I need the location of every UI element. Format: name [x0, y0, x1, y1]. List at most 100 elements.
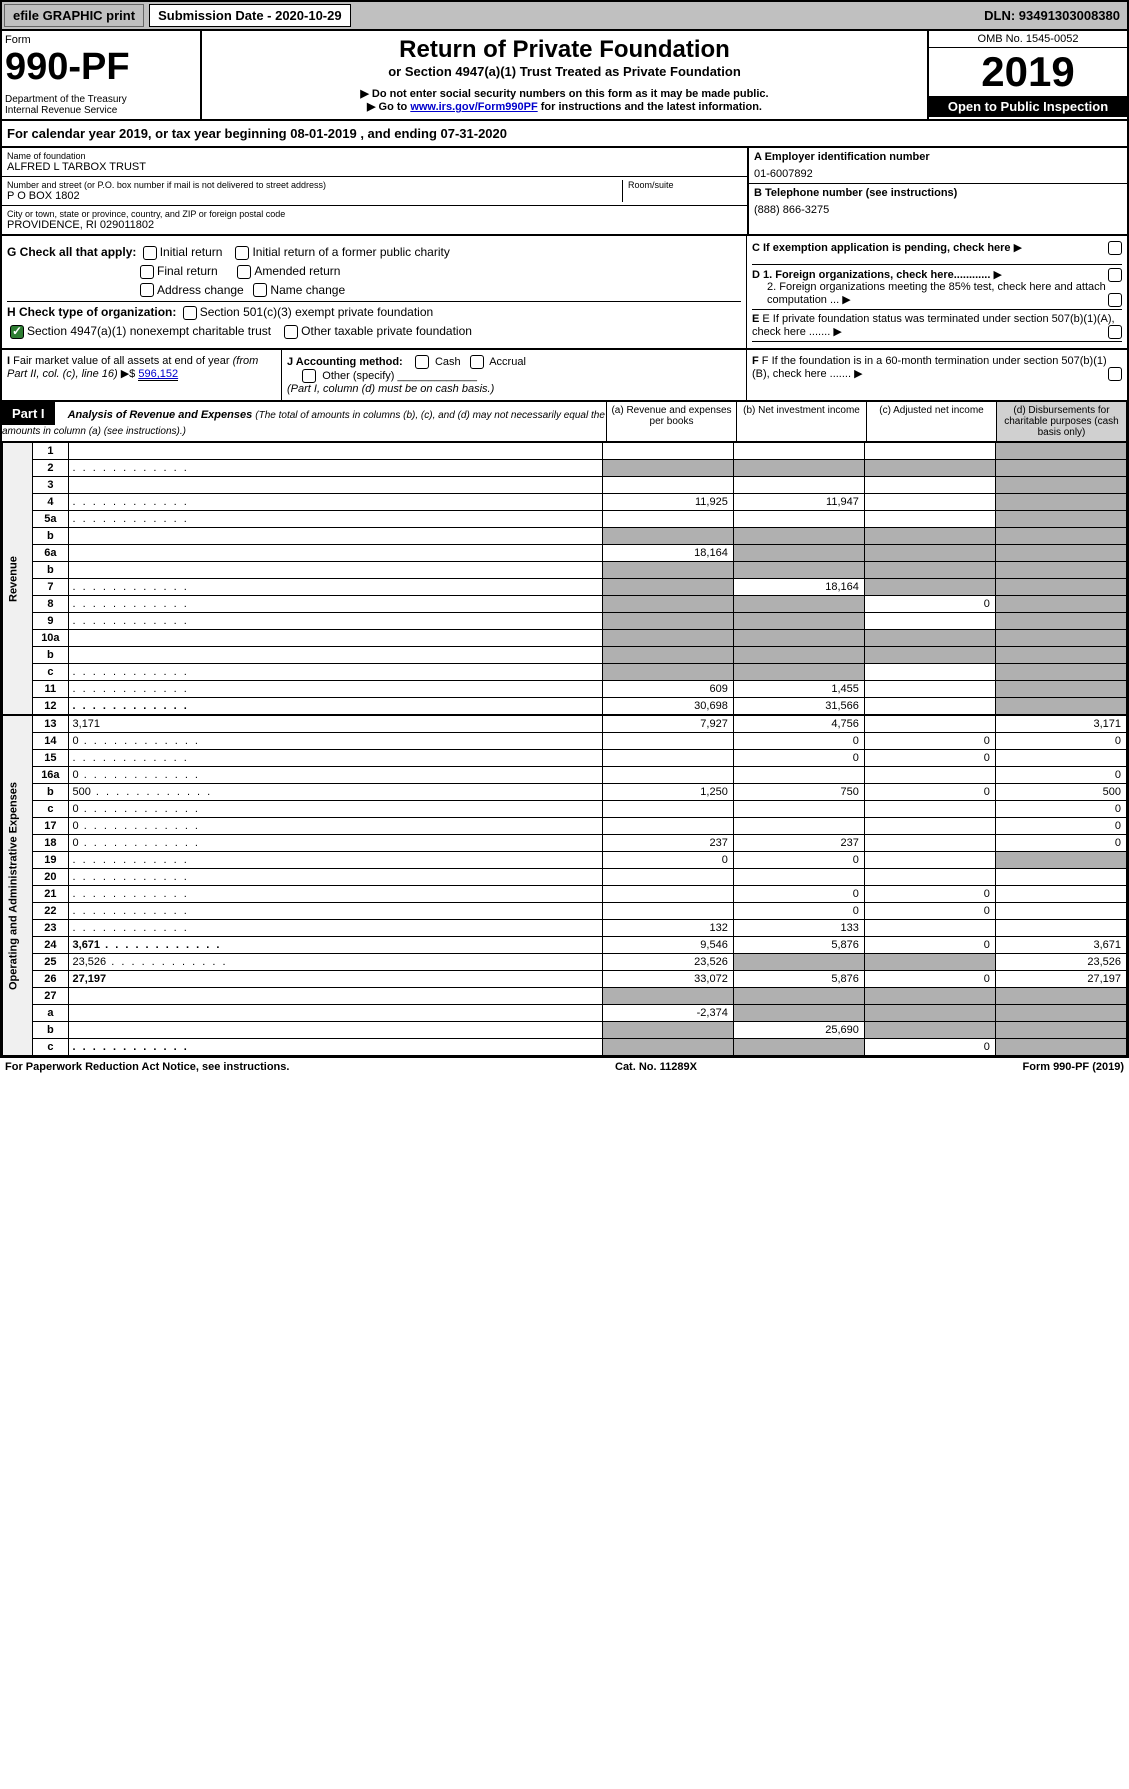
data-cell-c	[864, 494, 995, 511]
form-header: Form 990-PF Department of the Treasury I…	[2, 31, 1127, 121]
efile-print-button[interactable]: efile GRAPHIC print	[4, 4, 144, 27]
data-cell-a	[602, 733, 733, 750]
line-description: 0	[68, 801, 602, 818]
4947-check[interactable]	[10, 325, 24, 339]
data-cell-b	[733, 545, 864, 562]
data-cell-d: 0	[995, 767, 1126, 784]
data-cell-a	[602, 767, 733, 784]
data-cell-b: 1,455	[733, 681, 864, 698]
data-cell-a: 0	[602, 852, 733, 869]
data-cell-c	[864, 443, 995, 460]
table-row: b5001,2507500500	[3, 784, 1127, 801]
data-cell-a: 18,164	[602, 545, 733, 562]
line-number: 14	[33, 733, 68, 750]
line-number: 21	[33, 886, 68, 903]
f-check[interactable]	[1108, 367, 1122, 381]
table-row: 140000	[3, 733, 1127, 750]
501c3-check[interactable]	[183, 306, 197, 320]
col-b-header: (b) Net investment income	[737, 402, 867, 441]
line-description	[68, 903, 602, 920]
h-label: H Check type of organization:	[7, 305, 176, 319]
data-cell-c	[864, 528, 995, 545]
j-label: J Accounting method:	[287, 356, 403, 368]
line-number: 19	[33, 852, 68, 869]
data-cell-c	[864, 630, 995, 647]
c-check[interactable]	[1108, 241, 1122, 255]
ssn-warning: ▶ Do not enter social security numbers o…	[207, 87, 922, 100]
data-cell-c	[864, 801, 995, 818]
d1-check[interactable]	[1108, 268, 1122, 282]
data-cell-d: 3,171	[995, 716, 1126, 733]
table-row: 80	[3, 596, 1127, 613]
line-description	[68, 1005, 602, 1022]
part1-header: Part I Analysis of Revenue and Expenses …	[2, 402, 1127, 442]
public-inspection: Open to Public Inspection	[929, 96, 1127, 117]
form-label: Form	[5, 34, 197, 46]
data-cell-c	[864, 698, 995, 715]
other-taxable-check[interactable]	[284, 325, 298, 339]
analysis-title: Analysis of Revenue and Expenses	[68, 409, 253, 421]
fmv-value[interactable]: 596,152	[138, 368, 178, 381]
table-row: 1700	[3, 818, 1127, 835]
col-c-header: (c) Adjusted net income	[867, 402, 997, 441]
data-cell-c	[864, 562, 995, 579]
part1-label: Part I	[2, 402, 55, 425]
data-cell-a	[602, 579, 733, 596]
initial-public-check[interactable]	[235, 246, 249, 260]
amended-check[interactable]	[237, 265, 251, 279]
line-description	[68, 1039, 602, 1056]
line-description	[68, 528, 602, 545]
data-cell-d	[995, 460, 1126, 477]
d2-check[interactable]	[1108, 293, 1122, 307]
address-change-check[interactable]	[140, 283, 154, 297]
data-cell-d	[995, 545, 1126, 562]
table-row: 2523,52623,52623,526	[3, 954, 1127, 971]
final-return-check[interactable]	[140, 265, 154, 279]
check-section: G Check all that apply: Initial return I…	[2, 236, 1127, 350]
line-description: 0	[68, 733, 602, 750]
addr-label: Number and street (or P.O. box number if…	[7, 180, 622, 190]
data-cell-d	[995, 664, 1126, 681]
data-cell-d	[995, 596, 1126, 613]
data-cell-b: 18,164	[733, 579, 864, 596]
f-termination: F If the foundation is in a 60-month ter…	[752, 355, 1107, 380]
table-row: Revenue1	[3, 443, 1127, 460]
data-cell-a: 609	[602, 681, 733, 698]
data-cell-a	[602, 988, 733, 1005]
name-change-check[interactable]	[253, 283, 267, 297]
table-row: 1900	[3, 852, 1127, 869]
d2-foreign: 2. Foreign organizations meeting the 85%…	[752, 281, 1122, 310]
line-number: 6a	[33, 545, 68, 562]
line-number: 18	[33, 835, 68, 852]
line-number: 12	[33, 698, 68, 715]
cash-check[interactable]	[415, 355, 429, 369]
data-cell-b: 750	[733, 784, 864, 801]
line-description	[68, 579, 602, 596]
other-method-check[interactable]	[302, 369, 316, 383]
data-cell-b	[733, 801, 864, 818]
table-row: c0	[3, 1039, 1127, 1056]
line-number: c	[33, 801, 68, 818]
data-cell-c	[864, 664, 995, 681]
data-cell-a: 132	[602, 920, 733, 937]
c-exemption: C If exemption application is pending, c…	[752, 241, 1122, 265]
data-cell-a	[602, 818, 733, 835]
irs-link[interactable]: www.irs.gov/Form990PF	[410, 101, 537, 113]
table-row: 411,92511,947	[3, 494, 1127, 511]
data-cell-b	[733, 528, 864, 545]
data-cell-c	[864, 647, 995, 664]
data-cell-a	[602, 477, 733, 494]
data-cell-b	[733, 818, 864, 835]
accrual-check[interactable]	[470, 355, 484, 369]
line-description	[68, 988, 602, 1005]
data-cell-c	[864, 988, 995, 1005]
initial-return-check[interactable]	[143, 246, 157, 260]
e-check[interactable]	[1108, 325, 1122, 339]
data-cell-d	[995, 681, 1126, 698]
data-cell-b	[733, 647, 864, 664]
data-cell-a: 30,698	[602, 698, 733, 715]
name-label: Name of foundation	[7, 151, 742, 161]
table-row: c	[3, 664, 1127, 681]
data-cell-a	[602, 886, 733, 903]
omb-number: OMB No. 1545-0052	[929, 31, 1127, 48]
